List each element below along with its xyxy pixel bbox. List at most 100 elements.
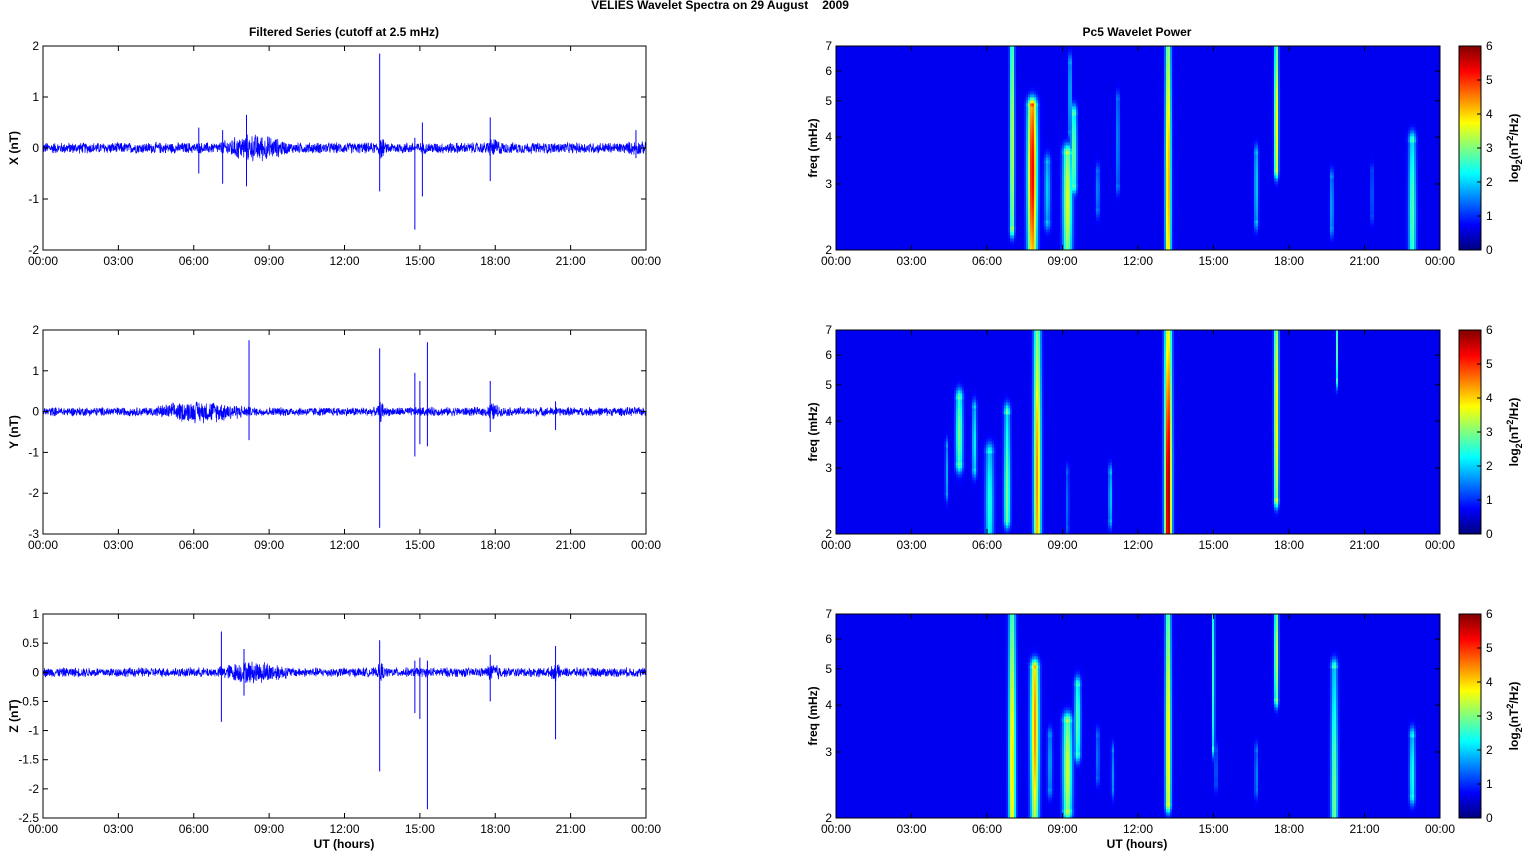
colorbar-tick-label: 1 — [1486, 493, 1493, 507]
wavelet-ytick-label: 6 — [825, 632, 832, 646]
wavelet-ytick-label: 7 — [825, 323, 832, 337]
colorbar-tick-label: 4 — [1486, 675, 1493, 689]
wavelet-xtick-label: 00:00 — [1425, 538, 1455, 552]
wavelet-xtick-label: 03:00 — [896, 538, 926, 552]
wavelet-xtick-label: 09:00 — [1047, 538, 1077, 552]
series-xtick-label: 15:00 — [405, 822, 435, 836]
series-xtick-label: 18:00 — [480, 254, 510, 268]
wavelet-xtick-label: 21:00 — [1349, 254, 1379, 268]
wavelet-power-image — [836, 46, 1440, 250]
wavelet-xtick-label: 15:00 — [1198, 538, 1228, 552]
series-xtick-label: 15:00 — [405, 538, 435, 552]
series-ytick-label: 1 — [32, 90, 39, 104]
series-ytick-label: -1.5 — [18, 753, 39, 767]
series-xtick-label: 18:00 — [480, 822, 510, 836]
series-xtick-label: 03:00 — [103, 254, 133, 268]
series-ylabel: Y (nT) — [7, 415, 21, 449]
colorbar-tick-label: 2 — [1486, 175, 1493, 189]
wavelet-xtick-label: 12:00 — [1123, 538, 1153, 552]
colorbar-label-part: log — [1507, 448, 1521, 466]
wavelet-ytick-label: 7 — [825, 39, 832, 53]
colorbar-label-part: log — [1507, 164, 1521, 182]
series-ytick-label: -1 — [28, 445, 39, 459]
series-xtick-label: 03:00 — [103, 822, 133, 836]
right-xlabel: UT (hours) — [1107, 837, 1168, 851]
colorbar-tick-label: 3 — [1486, 709, 1493, 723]
wavelet-ytick-label: 3 — [825, 745, 832, 759]
colorbar-tick-label: 6 — [1486, 39, 1493, 53]
colorbar-tick-label: 3 — [1486, 141, 1493, 155]
wavelet-ylabel: freq (mHz) — [806, 118, 820, 177]
series-ytick-label: 2 — [32, 323, 39, 337]
wavelet-xtick-label: 09:00 — [1047, 822, 1077, 836]
wavelet-xtick-label: 00:00 — [1425, 254, 1455, 268]
wavelet-xtick-label: 18:00 — [1274, 822, 1304, 836]
series-xtick-label: 00:00 — [631, 538, 661, 552]
colorbar-tick-label: 2 — [1486, 743, 1493, 757]
series-ytick-label: 1 — [32, 607, 39, 621]
colorbar-label-part: log — [1507, 732, 1521, 750]
wavelet-xtick-label: 00:00 — [821, 538, 851, 552]
series-xtick-label: 12:00 — [329, 822, 359, 836]
wavelet-xtick-label: 06:00 — [972, 822, 1002, 836]
series-xtick-label: 21:00 — [556, 538, 586, 552]
colorbar-tick-label: 4 — [1486, 391, 1493, 405]
series-trace-x — [43, 135, 646, 162]
wavelet-ytick-label: 4 — [825, 414, 832, 428]
colorbar-label-part: /Hz) — [1507, 682, 1521, 704]
series-xtick-label: 09:00 — [254, 822, 284, 836]
wavelet-xtick-label: 18:00 — [1274, 254, 1304, 268]
series-xtick-label: 21:00 — [556, 254, 586, 268]
series-xtick-label: 09:00 — [254, 538, 284, 552]
wavelet-ytick-label: 5 — [825, 94, 832, 108]
colorbar-label-part: (nT — [1507, 140, 1521, 159]
wavelet-ytick-label: 3 — [825, 177, 832, 191]
series-ylabel: Z (nT) — [7, 699, 21, 732]
colorbar: 0123456log2(nT2/Hz) — [1459, 323, 1522, 541]
colorbar-tick-label: 4 — [1486, 107, 1493, 121]
suptitle-station: VELIES Wavelet Spectra on 29 August — [591, 0, 808, 12]
colorbar-tick-label: 5 — [1486, 357, 1493, 371]
wavelet-xtick-label: 06:00 — [972, 254, 1002, 268]
wavelet-xtick-label: 06:00 — [972, 538, 1002, 552]
wavelet-ytick-label: 5 — [825, 662, 832, 676]
series-xtick-label: 12:00 — [329, 254, 359, 268]
series-xtick-label: 18:00 — [480, 538, 510, 552]
series-ytick-label: 0 — [32, 665, 39, 679]
wavelet-power-image — [836, 614, 1440, 818]
wavelet-ylabel: freq (mHz) — [806, 402, 820, 461]
colorbar-tick-label: 6 — [1486, 323, 1493, 337]
wavelet-xtick-label: 03:00 — [896, 254, 926, 268]
colorbar-tick-label: 1 — [1486, 209, 1493, 223]
series-ylabel: X (nT) — [7, 131, 21, 165]
colorbar-tick-label: 1 — [1486, 777, 1493, 791]
right-column-title: Pc5 Wavelet Power — [1083, 25, 1192, 39]
series-ytick-label: -0.5 — [18, 694, 39, 708]
wavelet-ytick-label: 5 — [825, 378, 832, 392]
wavelet-xtick-label: 18:00 — [1274, 538, 1304, 552]
series-xtick-label: 03:00 — [103, 538, 133, 552]
colorbar-tick-label: 0 — [1486, 811, 1493, 825]
wavelet-ytick-label: 6 — [825, 348, 832, 362]
figure-suptitle: VELIES Wavelet Spectra on 29 August 2009 — [591, 0, 849, 12]
series-ytick-label: 2 — [32, 39, 39, 53]
suptitle-year: 2009 — [822, 0, 849, 12]
colorbar-label: log2(nT2/Hz) — [1505, 114, 1522, 183]
panels: -2 -1 0 1 2 00:00 03:00 06:00 09:00 12:00 15:00 18:… — [7, 39, 1522, 836]
wavelet-xtick-label: 12:00 — [1123, 254, 1153, 268]
series-xtick-label: 00:00 — [631, 254, 661, 268]
wavelet-xtick-label: 12:00 — [1123, 822, 1153, 836]
series-ytick-label: 0 — [32, 405, 39, 419]
colorbar-tick-label: 3 — [1486, 425, 1493, 439]
wavelet-xtick-label: 00:00 — [821, 822, 851, 836]
series-ytick-label: -2 — [28, 782, 39, 796]
series-xtick-label: 06:00 — [179, 822, 209, 836]
colorbar-tick-label: 6 — [1486, 607, 1493, 621]
series-ytick-label: -1 — [28, 724, 39, 738]
series-axes-box — [43, 330, 646, 534]
